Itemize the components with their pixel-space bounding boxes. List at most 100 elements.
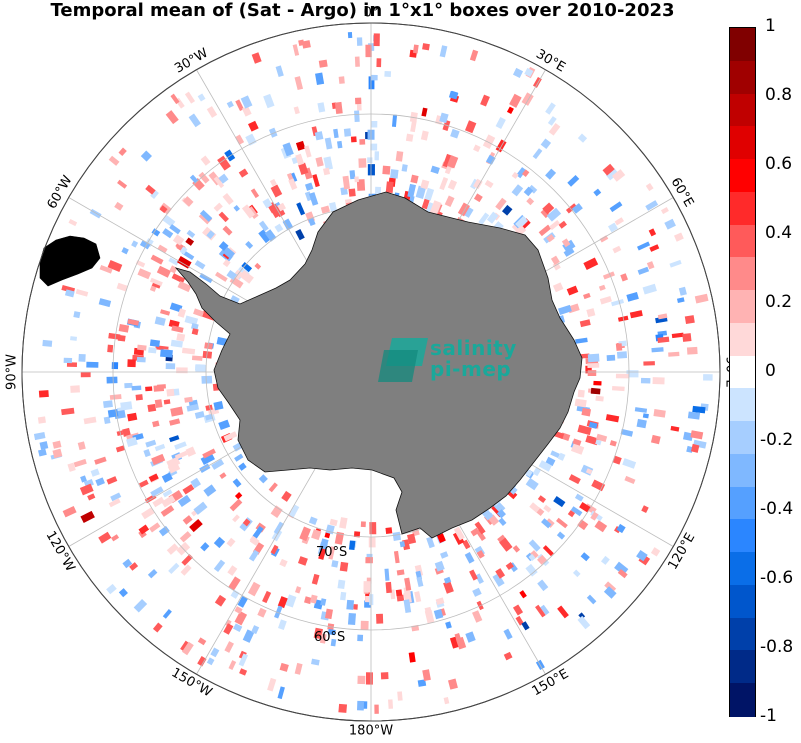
data-cell: [168, 257, 179, 266]
data-cell: [547, 116, 557, 126]
data-cell: [184, 91, 196, 104]
data-cell: [348, 540, 356, 551]
data-cell: [168, 562, 180, 575]
data-cell: [396, 594, 405, 602]
colorbar-tick-label: -0.4: [760, 499, 794, 519]
data-cell: [395, 151, 404, 162]
data-cell: [150, 189, 159, 199]
data-cell: [275, 65, 284, 78]
data-cell: [464, 552, 475, 564]
data-cell: [177, 281, 192, 293]
data-cell: [206, 230, 215, 240]
data-cell: [346, 599, 355, 610]
colorbar-segment: [730, 683, 755, 717]
data-cell: [162, 228, 174, 239]
data-cell: [206, 657, 215, 666]
data-cell: [334, 101, 343, 115]
data-cell: [298, 39, 305, 47]
data-cell: [111, 534, 120, 542]
data-cell: [636, 418, 647, 429]
data-cell: [234, 611, 248, 626]
data-cell: [629, 310, 643, 319]
data-cell: [210, 647, 220, 658]
data-cell: [98, 298, 112, 308]
data-cell: [566, 285, 579, 296]
data-cell: [115, 445, 125, 453]
data-cell: [370, 74, 378, 81]
data-cell: [308, 217, 316, 227]
data-cell: [641, 505, 649, 513]
map-title: Temporal mean of (Sat - Argo) in 1°x1° b…: [50, 0, 675, 21]
colorbar-segment: [730, 421, 755, 455]
data-cell: [407, 183, 417, 198]
data-cell: [581, 407, 592, 417]
data-cell: [417, 679, 427, 687]
data-cell: [325, 524, 335, 535]
data-cell: [311, 573, 320, 585]
data-cell: [414, 591, 422, 603]
data-cell: [182, 484, 195, 495]
data-cell: [439, 177, 449, 191]
data-cell: [135, 260, 146, 268]
data-cell: [295, 140, 306, 151]
land: [39, 191, 583, 539]
colorbar-segment: [730, 60, 755, 95]
data-cell: [245, 240, 254, 250]
data-cell: [198, 171, 210, 184]
salinity-pi-mep-logo: [378, 336, 513, 386]
data-cell: [80, 372, 91, 378]
data-cell: [181, 554, 193, 566]
data-cell: [295, 586, 302, 594]
data-cell: [384, 568, 390, 581]
data-cell: [562, 239, 576, 253]
data-cell: [218, 419, 231, 431]
data-cell: [315, 72, 325, 85]
data-cell: [288, 504, 300, 518]
data-cell: [77, 441, 86, 451]
data-cell: [218, 211, 229, 223]
data-cell: [473, 178, 483, 190]
colorbar: [729, 27, 756, 717]
data-cell: [620, 273, 629, 282]
data-cell: [462, 539, 471, 550]
data-cell: [160, 349, 173, 358]
data-cell: [241, 204, 255, 219]
data-cell: [473, 144, 481, 153]
data-cell: [108, 155, 120, 166]
colorbar-segment: [730, 257, 755, 291]
data-cell: [152, 496, 165, 508]
data-cell: [227, 565, 238, 576]
data-cell: [571, 203, 583, 214]
data-cell: [476, 550, 485, 559]
data-cell: [226, 537, 236, 548]
data-cell: [671, 332, 684, 339]
data-cell: [237, 595, 248, 608]
south-america-tip: [39, 235, 101, 287]
data-cell: [546, 207, 562, 222]
data-cell: [151, 228, 161, 237]
data-cell: [251, 52, 262, 64]
data-cell: [70, 336, 78, 341]
data-cell: [506, 106, 514, 115]
data-cell: [354, 97, 362, 105]
lon-label: 180°W: [349, 724, 393, 739]
data-cell: [106, 583, 117, 595]
data-cell: [370, 143, 378, 151]
data-cell: [218, 173, 229, 184]
data-cell: [640, 377, 651, 384]
data-cell: [602, 163, 615, 176]
data-cells: [33, 31, 713, 714]
data-cell: [235, 99, 244, 112]
data-cell: [492, 573, 505, 587]
data-cell: [228, 576, 241, 591]
data-cell: [651, 347, 664, 353]
data-cell: [301, 40, 311, 49]
data-cell: [634, 407, 648, 413]
data-cell: [182, 196, 194, 207]
data-cell: [193, 501, 208, 515]
data-cell: [595, 439, 602, 446]
data-cell: [475, 573, 484, 585]
data-cell: [168, 319, 180, 329]
data-cell: [154, 443, 166, 452]
data-cell: [447, 179, 458, 191]
